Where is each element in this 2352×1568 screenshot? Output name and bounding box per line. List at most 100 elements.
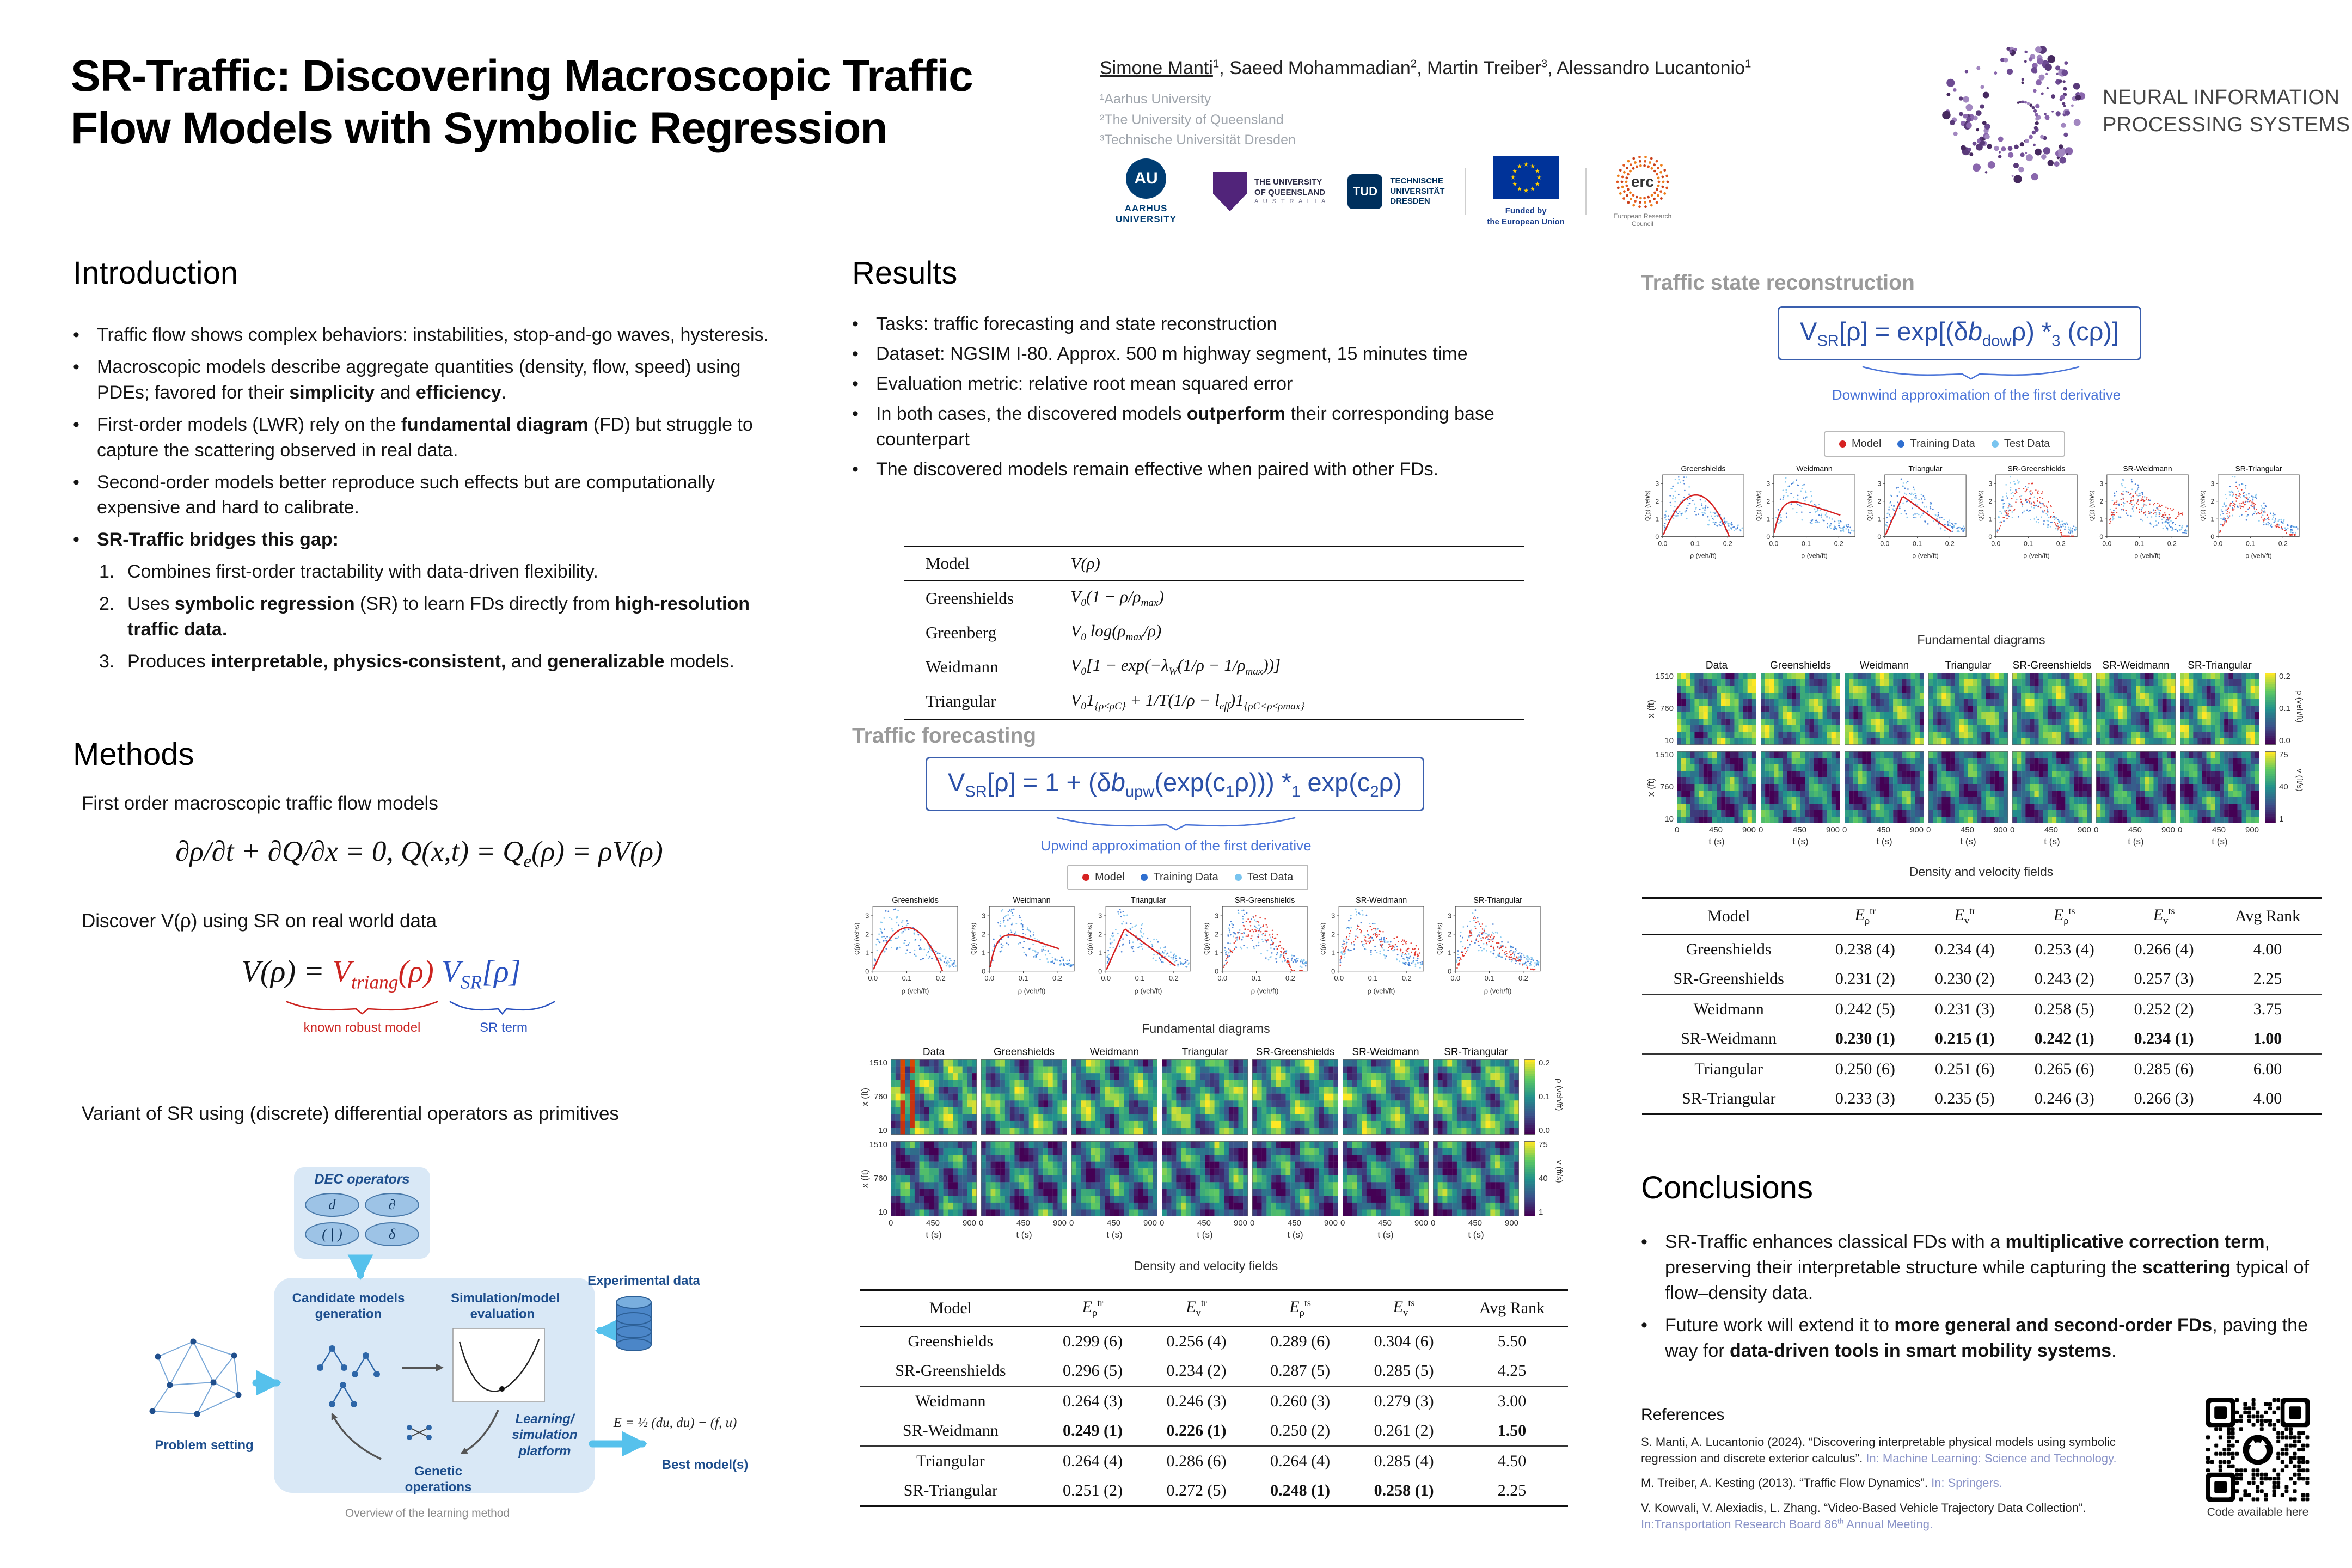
diagram-caption: Overview of the learning method [345,1507,510,1520]
x-tick-label: 0 [1250,1218,1255,1228]
reconstruction-underbrace [1862,366,2080,381]
reconstruction-equation-box: VSR[ρ] = exp[(δbdowρ) *3 (cρ)] [1778,306,2142,361]
heatmap-title: Triangular [1181,1046,1228,1058]
pde-equation: ∂ρ/∂t + ∂Q/∂x = 0, Q(x,t) = Qe(ρ) = ρV(ρ… [175,836,663,872]
results-heading: Results [852,255,958,291]
logo-row: AU AARHUS UNIVERSITY THE UNIVERSITY OF Q… [1100,155,1678,228]
eu-funding-text: Funded by the European Union [1487,206,1565,227]
value-cell: 0.246 (3) [1144,1386,1248,1416]
model-name-cell: Triangular [904,684,1065,720]
svg-text:0.1: 0.1 [902,974,912,982]
uq-logo: THE UNIVERSITY OF QUEENSLAND A U S T R A… [1213,172,1327,211]
svg-text:Greenshields: Greenshields [1681,464,1726,473]
value-cell: 0.215 (1) [1934,1030,1995,1048]
bullet-marker: • [73,324,79,345]
x-tick-label: 450 [1288,1218,1302,1228]
model-name-cell: SR-Greenshields [1673,970,1784,988]
logo-divider-1 [1465,168,1467,215]
y-tick-label: 760 [1659,782,1674,792]
field-heatmap-panel [981,1141,1067,1216]
value-cell: 0.230 (1) [1835,1030,1895,1048]
colorbar [2265,751,2276,823]
bullet-text: Dataset: NGSIM I-80. Approx. 500 m highw… [876,343,1468,364]
legend-dot-icon [1897,440,1905,448]
svg-text:Q(ρ) (veh/s): Q(ρ) (veh/s) [1437,923,1443,955]
table-row: Triangular 0.264 (4) 0.286 (6) 0.264 (4) 0.2… [860,1445,1568,1476]
neurips-logo: NEURAL INFORMATION PROCESSING SYSTEMS [1938,34,2350,189]
model-name-cell: Weidmann [1642,994,1816,1024]
reference-item: V. Kowvali, V. Alexiadis, L. Zhang. “Vid… [1641,1501,2086,1531]
bullet-item: • Evaluation metric: relative root mean s… [852,371,1576,397]
dec-operators-box: DEC operators d ∂( | ) δ [294,1167,430,1259]
reconstruction-legend: Model Training Data Test Data [1824,431,2066,457]
field-heatmap-panel [2096,673,2176,745]
underbrace-icon [1862,366,2080,380]
bullet-item: • Second-order models better reproduce su… [73,470,781,521]
column-header: Evts [2114,897,2214,935]
bullet-marker: • [73,471,79,493]
forecast-fd-caption: Fundamental diagrams [1142,1021,1270,1036]
colorbar-tick-label: 0.2 [2279,672,2290,681]
bullet-marker: • [852,343,859,364]
svg-text:0.0: 0.0 [1450,974,1460,982]
legend-label: Training Data [1153,871,1218,883]
svg-text:0.2: 0.2 [1723,540,1732,547]
svg-text:3: 3 [1215,912,1218,920]
bullet-text: Combines first-order tractability with d… [127,561,598,583]
value-cell: 0.233 (3) [1815,1084,1915,1115]
heatmap-title: Greenshields [1770,660,1831,671]
forecast-underbrace [1056,817,1296,832]
svg-text:1: 1 [1331,948,1335,957]
poster-title: SR-Traffic: Discovering Macroscopic Traf… [71,50,1138,155]
forecast-results-table: Model Eρtr Evtr Eρts Evts Avg Rank Greenshield… [860,1289,1568,1507]
table-row: Greenshields 0.299 (6) 0.256 (4) 0.289 (6) 0… [860,1326,1568,1356]
x-tick-label: 450 [926,1218,940,1228]
x-tick-label: 900 [1324,1218,1338,1228]
bullet-marker: • [1641,1232,1647,1252]
fd-scatter-plot-triangular: Triangular 0.0 0.1 0.2 0 1 2 3 ρ (veh/ft) Q(ρ) (v… [1087,896,1191,995]
colorbar-label: v (ft/s) [2295,769,2304,792]
x-tick-label: 450 [1107,1218,1121,1228]
x-tick-label: 0 [1431,1218,1436,1228]
x-tick-label: 900 [2161,825,2176,835]
model-name-cell: Weidmann [926,657,999,676]
heatmap-title: SR-Greenshields [1255,1046,1335,1058]
simulation-eval-label: Simulation/model evaluation [451,1291,560,1322]
model-name-cell: SR-Weidmann [1681,1030,1777,1048]
field-heatmap-panel [891,1141,977,1216]
erc-logo: erc European Research Council [1607,155,1678,228]
value-cell: 0.248 (1) [1248,1476,1352,1507]
platform-label: Learning/ simulation platform [512,1412,578,1459]
x-axis-label: t (s) [1708,836,1725,847]
colorbar-tick-label: 75 [1539,1140,1548,1149]
table-row: Weidmann 0.242 (5) 0.231 (3) 0.258 (5) 0.252… [1642,994,2322,1024]
bullet-text: Evaluation metric: relative root mean sq… [876,373,1293,394]
heatmap-title: Weidmann [1859,660,1909,671]
value-cell: 4.25 [1497,1362,1527,1380]
colorbar-tick-label: 75 [2279,750,2288,759]
references-list: S. Manti, A. Lucantonio (2024). “Discove… [1641,1434,2175,1532]
svg-text:SR-Weidmann: SR-Weidmann [1356,896,1407,905]
dec-operators-label: DEC operators [314,1172,410,1187]
value-cell: 3.00 [1455,1386,1568,1416]
y-tick-label: 760 [873,1174,887,1183]
forecast-fd-plots: Greenshields 0.0 0.1 0.2 0 1 2 3 ρ (veh/ft) Q(ρ) … [853,895,1544,995]
svg-text:Triangular: Triangular [1131,896,1166,905]
reconstruction-eq-caption: Downwind approximation of the first deri… [1832,387,2121,403]
x-axis-label: t (s) [1197,1229,1213,1240]
heatmap-title: Data [922,1046,945,1058]
svg-text:0.2: 0.2 [1518,974,1528,982]
model-name-cell: Weidmann [860,1386,1041,1416]
value-cell: 0.226 (1) [1166,1422,1227,1440]
value-cell: 0.252 (2) [2114,994,2214,1024]
references-heading: References [1641,1406,1725,1424]
dec-operator-badge: ∂ [365,1193,419,1217]
neurips-swirl-art [1942,46,2086,183]
authors-line: Simone Manti1, Saeed Mohammadian2, Marti… [1100,58,1751,78]
dec-operator-badges: d ∂( | ) δ [294,1187,430,1252]
affiliation-1: ¹Aarhus University [1100,91,1211,107]
value-cell: 0.260 (3) [1248,1386,1352,1416]
svg-text:2: 2 [1655,498,1659,505]
